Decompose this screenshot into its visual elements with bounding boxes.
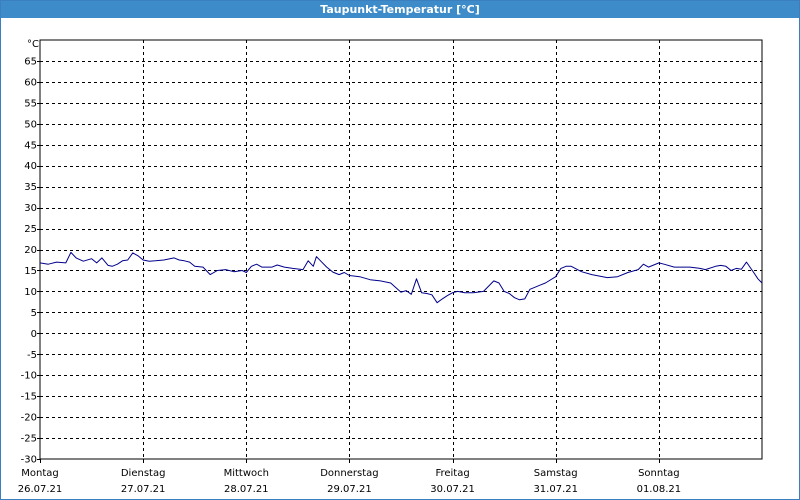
x-tick-date-label: 31.07.21 [533, 484, 578, 495]
x-tick-day-label: Mittwoch [224, 468, 269, 479]
y-tick-label: 55 [24, 98, 37, 109]
y-tick-label: 5 [31, 308, 37, 319]
plot-area [39, 39, 763, 460]
y-tick-label: 65 [24, 56, 37, 67]
y-tick-label: -30 [21, 455, 37, 466]
y-tick-label: -10 [21, 371, 37, 382]
x-tick-date-label: 29.07.21 [327, 484, 372, 495]
y-tick-label: 60 [24, 77, 37, 88]
y-axis-unit-label: °C [27, 39, 39, 50]
y-tick-label: 20 [24, 245, 37, 256]
y-tick-label: 50 [24, 119, 37, 130]
x-tick-date-label: 28.07.21 [224, 484, 269, 495]
x-tick-day-label: Dienstag [121, 468, 166, 479]
x-tick-date-label: 01.08.21 [637, 484, 682, 495]
y-tick-label: -15 [21, 392, 37, 403]
y-tick-label: 45 [24, 140, 37, 151]
y-tick-label: 35 [24, 182, 37, 193]
x-tick-day-label: Samstag [534, 468, 578, 479]
x-axis: Montag 26.07.21 Dienstag 27.07.21 Mittwoch 28… [18, 459, 681, 495]
window-title: Taupunkt-Temperatur [°C] [1, 1, 799, 18]
y-tick-label: 0 [31, 329, 37, 340]
y-tick-label: -5 [27, 350, 37, 361]
grid-lines [40, 40, 762, 459]
y-tick-label: -25 [21, 434, 37, 445]
x-tick-day-label: Donnerstag [320, 468, 378, 479]
y-axis: 65605550454035302520151050-5-10-15-20-25… [21, 56, 40, 466]
data-series [39, 251, 763, 304]
x-tick-date-label: 30.07.21 [430, 484, 475, 495]
y-tick-label: 10 [24, 287, 37, 298]
y-tick-label: -20 [21, 413, 37, 424]
x-tick-day-label: Freitag [435, 468, 469, 479]
dewpoint-series-line [39, 251, 763, 304]
x-tick-date-label: 26.07.21 [18, 484, 63, 495]
y-tick-label: 25 [24, 224, 37, 235]
y-tick-label: 30 [24, 203, 37, 214]
x-tick-day-label: Montag [21, 468, 58, 479]
x-tick-day-label: Sonntag [638, 468, 680, 479]
y-tick-label: 40 [24, 161, 37, 172]
x-tick-date-label: 27.07.21 [121, 484, 166, 495]
y-tick-label: 15 [24, 266, 37, 277]
